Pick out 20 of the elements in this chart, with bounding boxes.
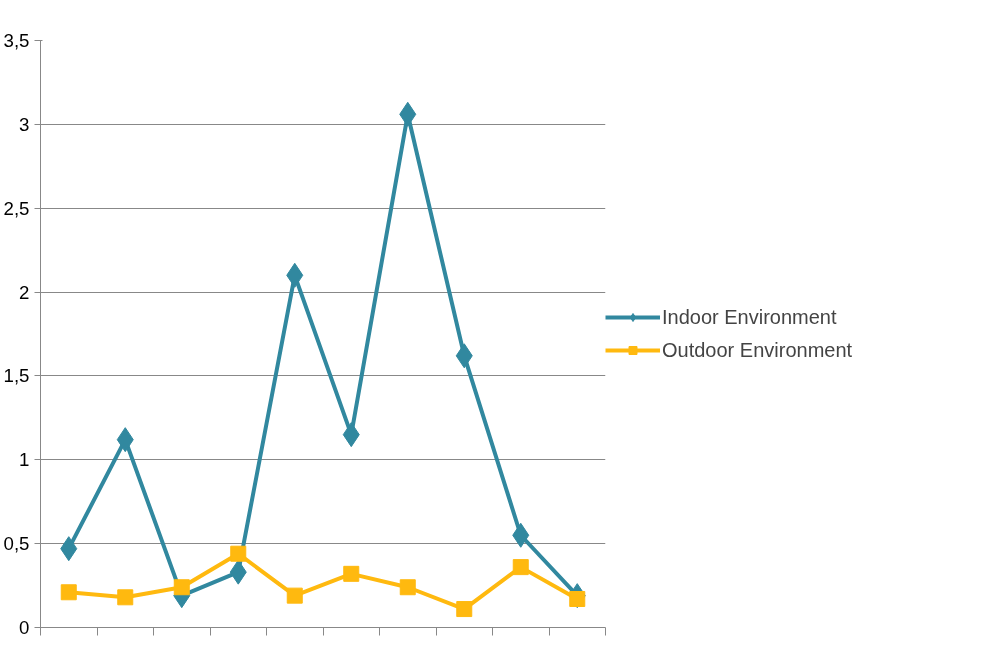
y-tick-label: 0 <box>19 617 30 638</box>
point <box>117 589 134 606</box>
point <box>456 601 473 618</box>
y-tick-label: 3 <box>19 113 30 135</box>
point <box>343 565 360 582</box>
legend-label: Indoor Environment <box>662 305 837 329</box>
y-tick-label: 0,5 <box>3 533 30 555</box>
point <box>512 559 529 576</box>
point <box>60 584 77 601</box>
y-tick-label: 2 <box>19 281 30 303</box>
point <box>230 545 247 562</box>
point <box>569 590 586 607</box>
point <box>173 579 190 596</box>
legend-label: Outdoor Environment <box>662 338 853 362</box>
y-tick-label: 1 <box>19 449 30 471</box>
y-tick-label: 2,5 <box>3 197 30 219</box>
y-tick-label: 1,5 <box>3 365 30 387</box>
point <box>286 587 303 604</box>
y-tick-label: 3,5 <box>3 30 30 51</box>
point <box>399 579 416 596</box>
